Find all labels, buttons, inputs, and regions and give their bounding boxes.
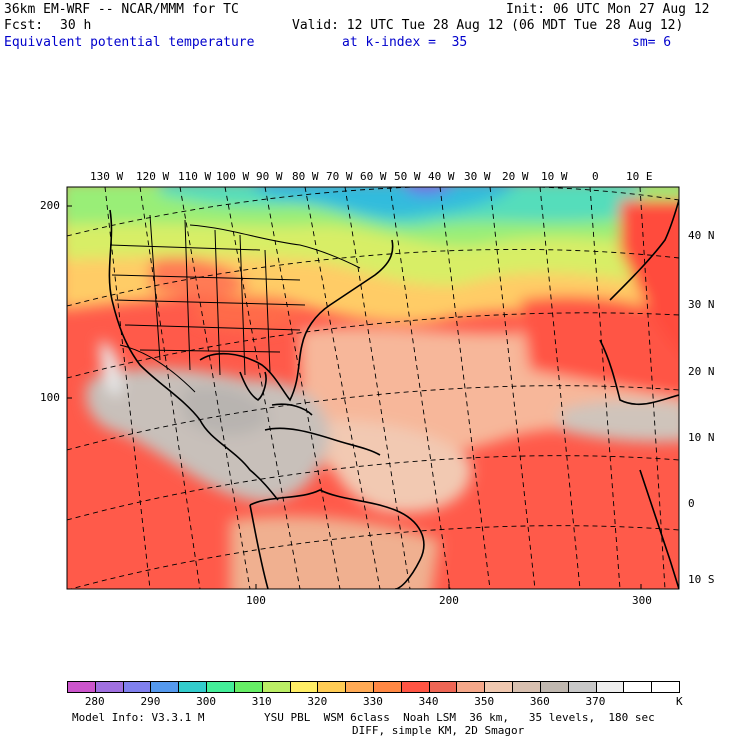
colorbar-swatch — [651, 681, 680, 693]
colorbar-label: 280 — [84, 695, 105, 708]
lon-label: 40 W — [428, 170, 455, 183]
grid-y-label: 200 — [40, 199, 60, 212]
lat-label: 20 N — [688, 365, 715, 378]
lon-label: 120 W — [136, 170, 170, 183]
lat-label: 10 S — [688, 573, 715, 586]
forecast-hour: 30 h — [60, 18, 92, 33]
level-info: at k-index = 35 — [342, 35, 468, 50]
model-info: Model Info: V3.3.1 M — [72, 711, 205, 724]
coastlines — [108, 199, 679, 589]
colorbar-swatch — [261, 681, 291, 693]
lat-label: 40 N — [688, 229, 715, 242]
valid-time: Valid: 12 UTC Tue 28 Aug 12 (06 MDT Tue … — [292, 18, 684, 33]
colorbar-swatch — [178, 681, 208, 693]
lat-label: 30 N — [688, 298, 715, 311]
colorbar-swatch — [623, 681, 653, 693]
colorbar-label: 340 — [418, 695, 439, 708]
colorbar-label: 330 — [363, 695, 383, 708]
colorbar-swatch — [456, 681, 486, 693]
lat-label: 10 N — [688, 431, 715, 444]
smoothing-info: sm= 6 — [632, 35, 672, 50]
lon-label: 80 W — [292, 170, 319, 183]
colorbar-label: 350 — [474, 695, 495, 708]
colorbar-label: 290 — [140, 695, 161, 708]
lon-label: 60 W — [360, 170, 387, 183]
physics-info: YSU PBL WSM 6class Noah LSM 36 km, 35 le… — [264, 711, 655, 724]
political-borders — [109, 214, 361, 393]
lon-label: 30 W — [464, 170, 491, 183]
colorbar-label: 360 — [529, 695, 550, 708]
colorbar-swatch — [539, 681, 569, 693]
graticule — [67, 187, 679, 589]
colorbar-swatch — [373, 681, 402, 693]
colorbar-label: 320 — [307, 695, 328, 708]
lon-label: 110 W — [178, 170, 212, 183]
grid-x-label: 100 — [246, 594, 266, 607]
colorbar-label: 310 — [251, 695, 272, 708]
colorbar-swatch — [289, 681, 319, 693]
colorbar-swatch — [317, 681, 347, 693]
colorbar-label: 370 — [585, 695, 606, 708]
lon-label: 20 W — [502, 170, 529, 183]
colorbar-swatch — [67, 681, 96, 693]
colorbar-swatch — [150, 681, 180, 693]
lon-label: 70 W — [326, 170, 353, 183]
lon-label: 130 W — [90, 170, 124, 183]
lat-label: 0 — [688, 497, 695, 510]
map-frame — [66, 186, 680, 590]
colorbar-swatch — [428, 681, 458, 693]
colorbar-unit: K — [676, 695, 683, 708]
colorbar-swatch — [206, 681, 235, 693]
lon-label: 10 W — [541, 170, 568, 183]
model-title: 36km EM-WRF -- NCAR/MMM for TC — [4, 2, 239, 17]
colorbar-swatch — [233, 681, 263, 693]
lon-label: 10 E — [626, 170, 653, 183]
grid-x-label: 300 — [632, 594, 652, 607]
lon-label: 0 — [592, 170, 599, 183]
field-name: Equivalent potential temperature — [4, 35, 255, 50]
init-time: Init: 06 UTC Mon 27 Aug 12 — [506, 2, 710, 17]
grid-x-label: 200 — [439, 594, 459, 607]
colorbar-label: 300 — [196, 695, 216, 708]
colorbar-swatch — [94, 681, 124, 693]
grid-y-label: 100 — [40, 391, 60, 404]
lon-label: 100 W — [216, 170, 250, 183]
colorbar-swatch — [512, 681, 541, 693]
diffusion-info: DIFF, simple KM, 2D Smagor — [352, 724, 525, 737]
colorbar-swatch — [484, 681, 514, 693]
colorbar-swatch — [122, 681, 152, 693]
theta-e-field — [67, 187, 679, 589]
forecast-label: Fcst: — [4, 18, 44, 33]
colorbar-swatch — [345, 681, 374, 693]
colorbar-swatch — [567, 681, 597, 693]
colorbar-swatch — [400, 681, 430, 693]
lon-label: 50 W — [394, 170, 421, 183]
colorbar-swatch — [595, 681, 625, 693]
lon-label: 90 W — [256, 170, 283, 183]
